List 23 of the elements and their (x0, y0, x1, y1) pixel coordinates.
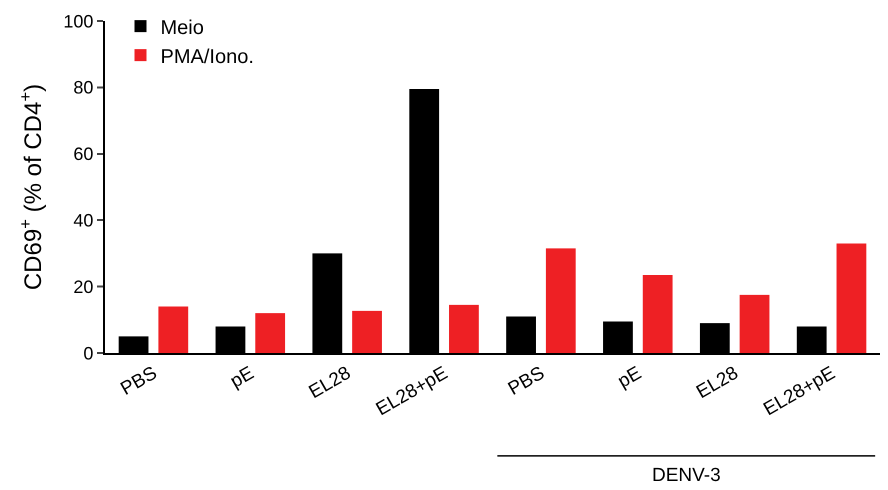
y-tick-label: 40 (73, 210, 94, 230)
bar (546, 248, 576, 353)
x-tick-label: EL28 (693, 362, 742, 404)
bar (740, 294, 770, 353)
bar (352, 310, 382, 353)
legend-label: Meio (160, 16, 204, 39)
text: DENV-3 (652, 465, 721, 486)
x-tick-label: pE (226, 362, 258, 392)
y-tick-label: 60 (73, 144, 94, 164)
bar (158, 306, 188, 353)
y-tick-label: 80 (73, 78, 94, 98)
y-tick-label: 100 (63, 11, 94, 32)
bar (449, 304, 479, 353)
x-tick-label: pE (614, 362, 646, 392)
y-tick-label: 20 (73, 276, 94, 297)
y-tick-label: 0 (83, 343, 94, 364)
bar (836, 243, 866, 353)
x-tick-label: EL28 (306, 362, 354, 404)
bar (642, 274, 673, 353)
x-tick-label: PBS (117, 362, 161, 400)
x-tick-label: PBS (504, 362, 548, 400)
legend-label: PMA/Iono. (160, 46, 254, 68)
bar (255, 313, 286, 353)
